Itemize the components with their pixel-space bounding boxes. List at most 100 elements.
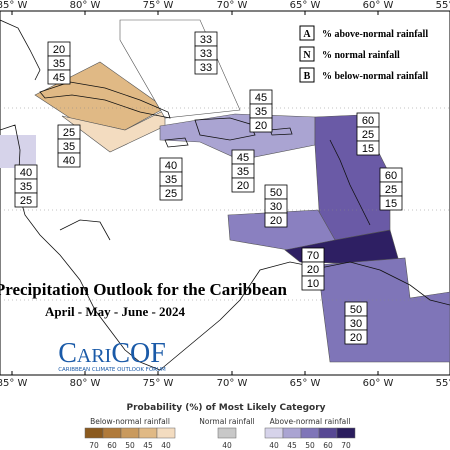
box-value: 70 xyxy=(307,250,319,262)
key-letter-box xyxy=(299,67,315,83)
colorbar-swatch xyxy=(217,427,237,439)
longitude-label: 65° W xyxy=(290,0,321,11)
key-text: % above-normal rainfall xyxy=(322,29,428,40)
colorbar-group-label: Below-normal rainfall xyxy=(90,417,170,426)
colorbar-level: 70 xyxy=(89,441,99,450)
coastline xyxy=(269,127,293,136)
colorbar-level: 60 xyxy=(323,441,333,450)
region xyxy=(159,113,316,161)
colorbar-swatch xyxy=(264,427,284,439)
box-value: 25 xyxy=(385,184,397,196)
colorbar-swatch xyxy=(138,427,158,439)
colorbar-swatch xyxy=(156,427,176,439)
box-value: 35 xyxy=(237,166,249,178)
forecast-box: 25 35 40 xyxy=(57,124,81,168)
colorbar-group-label: Normal rainfall xyxy=(199,417,254,426)
coastline xyxy=(164,137,189,148)
key-text: % below-normal rainfall xyxy=(322,71,428,82)
box-value: 10 xyxy=(307,278,319,290)
colorbar-title: Probability (%) of Most Likely Category xyxy=(126,403,325,413)
box-value: 40 xyxy=(63,155,75,167)
forecast-box: 40 35 25 xyxy=(159,157,183,201)
box-value: 45 xyxy=(237,152,249,164)
box-value: 45 xyxy=(53,72,65,84)
logo-name: CariCOF xyxy=(58,338,166,369)
colorbar-level: 60 xyxy=(107,441,117,450)
box-value: 33 xyxy=(200,48,212,60)
colorbar-level: 40 xyxy=(222,441,232,450)
box-value: 15 xyxy=(385,198,397,210)
box-cell xyxy=(379,195,403,211)
box-value: 35 xyxy=(20,181,32,193)
coastline xyxy=(39,81,171,119)
box-value: 25 xyxy=(362,129,374,141)
box-value: 25 xyxy=(165,188,177,200)
box-value: 20 xyxy=(350,332,362,344)
longitude-label: 75° W xyxy=(143,0,174,11)
colorbar-level: 50 xyxy=(305,441,315,450)
graticule xyxy=(0,107,450,301)
colorbar-swatch xyxy=(120,427,140,439)
logo-tagline: CARIBBEAN CLIMATE OUTLOOK FORUM xyxy=(58,367,166,373)
longitude-label: 70° W xyxy=(217,0,248,11)
box-cell xyxy=(249,117,273,133)
forecast-box: 20 35 45 xyxy=(47,41,71,85)
colorbar-level: 40 xyxy=(161,441,171,450)
coastline xyxy=(59,219,111,241)
box-value: 60 xyxy=(385,170,397,182)
box-value: 40 xyxy=(165,160,177,172)
forecast-box: 70 20 10 xyxy=(301,247,325,291)
box-cell xyxy=(356,140,380,156)
box-value: 35 xyxy=(165,174,177,186)
box-value: 33 xyxy=(200,62,212,74)
box-value: 20 xyxy=(237,180,249,192)
forecast-box: 50 30 20 xyxy=(264,184,288,228)
box-cell xyxy=(47,69,71,85)
longitude-label: 80° W xyxy=(70,0,101,11)
forecast-box: 45 35 20 xyxy=(249,89,273,133)
forecast-box: 50 30 20 xyxy=(344,301,368,345)
longitude-label: 60° W xyxy=(363,378,394,389)
regions xyxy=(0,19,450,363)
longitude-label: 65° W xyxy=(290,378,321,389)
key-text: % normal rainfall xyxy=(322,50,400,61)
forecast-box: 60 25 15 xyxy=(379,167,403,211)
coastline xyxy=(0,19,41,81)
key: A % above-normal rainfall N % normal rainfa… xyxy=(296,22,448,88)
box-value: 15 xyxy=(362,143,374,155)
box-value: 20 xyxy=(255,120,267,132)
colorbar-level: 40 xyxy=(269,441,279,450)
box-value: 20 xyxy=(270,215,282,227)
box-value: 30 xyxy=(350,318,362,330)
key-letter-box xyxy=(299,46,315,62)
region xyxy=(0,135,36,168)
map-subtitle: April - May - June - 2024 xyxy=(45,304,186,319)
box-cell xyxy=(159,185,183,201)
box-value: 20 xyxy=(53,44,65,56)
key-letter: A xyxy=(303,29,311,40)
coastline xyxy=(0,124,161,371)
box-value: 50 xyxy=(270,187,282,199)
longitude-label: 70° W xyxy=(217,378,248,389)
box-value: 35 xyxy=(63,141,75,153)
forecast-box: 45 35 20 xyxy=(231,149,255,193)
box-cell xyxy=(301,275,325,291)
box-value: 25 xyxy=(20,195,32,207)
box-value: 25 xyxy=(63,127,75,139)
forecast-box: 40 35 25 xyxy=(14,164,38,208)
colorbar-level: 50 xyxy=(125,441,135,450)
forecast-boxes: 20 35 45 33 33 33 25 35 40 40 35 25 45 35 20 40 35 25 45 35… xyxy=(14,31,403,345)
longitude-label: 55° W xyxy=(436,0,450,11)
box-value: 45 xyxy=(255,92,267,104)
box-value: 33 xyxy=(200,34,212,46)
longitude-label: 75° W xyxy=(143,378,174,389)
box-value: 40 xyxy=(20,167,32,179)
key-letter: B xyxy=(304,71,311,82)
coastline xyxy=(194,117,256,141)
key-letter: N xyxy=(303,50,311,61)
title-block: Precipitation Outlook for the Caribbean … xyxy=(0,280,288,373)
colorbar-level: 70 xyxy=(341,441,351,450)
colorbar-swatch xyxy=(300,427,320,439)
key-letter-box xyxy=(299,25,315,41)
